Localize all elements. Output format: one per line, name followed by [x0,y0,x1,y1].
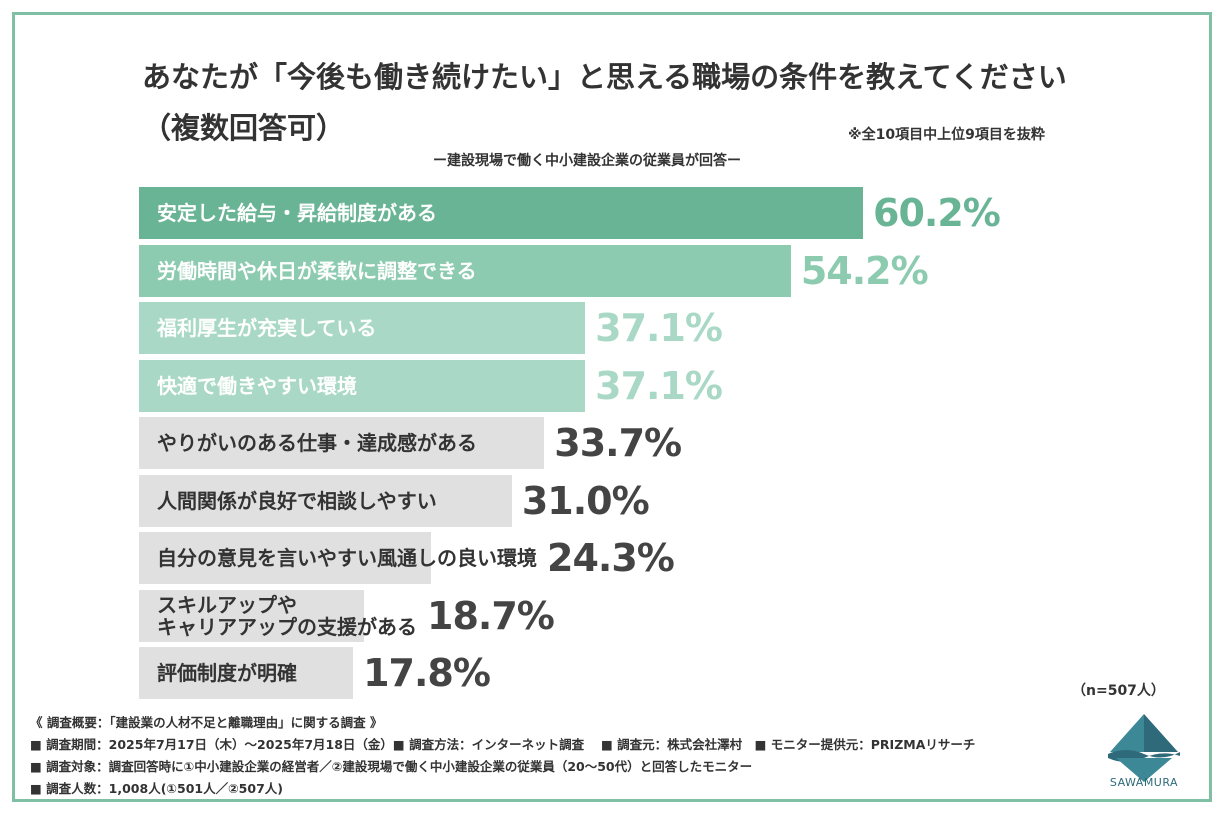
footer-survey-target: ■ 調査対象：調査回答時に①中小建設企業の経営者／②建設現場で働く中小建設企業の… [30,759,753,774]
bar-value-label: 33.7% [554,421,682,465]
bar-value-label: 17.8% [363,651,491,695]
bar-label: 福利厚生が充実している [157,316,377,340]
bar-value-label: 24.3% [547,536,675,580]
bar [139,359,586,412]
bar [139,532,432,584]
bar [139,417,545,469]
bar-label: 安定した給与・昇給制度がある [157,201,437,225]
logo-text: SAWAMURA [1109,776,1179,789]
bar-label: 快適で働きやすい環境 [157,373,357,398]
bar [139,647,354,699]
bar-value-label: 18.7% [427,593,555,638]
bar [139,302,586,354]
chart-title-line2: （複数回答可） [142,111,346,145]
bar-label: 評価制度が明確 [157,661,297,685]
chart-title: あなたが「今後も働き続けたい」と思える職場の条件を教えてください [142,60,1067,94]
bar-value-label: 37.1% [595,306,723,350]
bar-value-label: 31.0% [521,478,650,523]
bar-value-label: 37.1% [595,363,723,408]
bar-label: 自分の意見を言いやすい風通しの良い環境 [157,546,537,570]
bar [139,589,364,642]
footer-survey-period: ■ 調査期間：2025年7月17日（木）〜2025年7月18日（金）■ 調査方法… [30,737,976,752]
chart-subtitle: ー建設現場で働く中小建設企業の従業員が回答ー [433,153,741,169]
bar-label: 人間関係が良好で相談しやすい [157,488,437,513]
sample-size-label: （n=507人） [1072,683,1165,699]
bar [139,187,863,239]
bar [139,244,791,297]
chart-note: ※全10項目中上位9項目を抜粋 [848,127,1045,143]
bar-label: やりがいのある仕事・達成感がある [157,431,477,455]
bar-label: スキルアップや キャリアアップの支援がある [157,592,417,639]
bar-value-label: 60.2% [873,191,1001,235]
footer-survey-title: 《 調査概要：「建設業の人材不足と離職理由」に関する調査 》 [30,715,383,730]
bar-value-label: 54.2% [800,248,929,293]
bar-label: 労働時間や休日が柔軟に調整できる [157,258,477,283]
chart-frame [12,12,1212,802]
bar [139,474,512,527]
footer-survey-count: ■ 調査人数：1,008人(①501人／②507人) [30,781,283,796]
sawamura-logo-icon [1108,714,1180,782]
